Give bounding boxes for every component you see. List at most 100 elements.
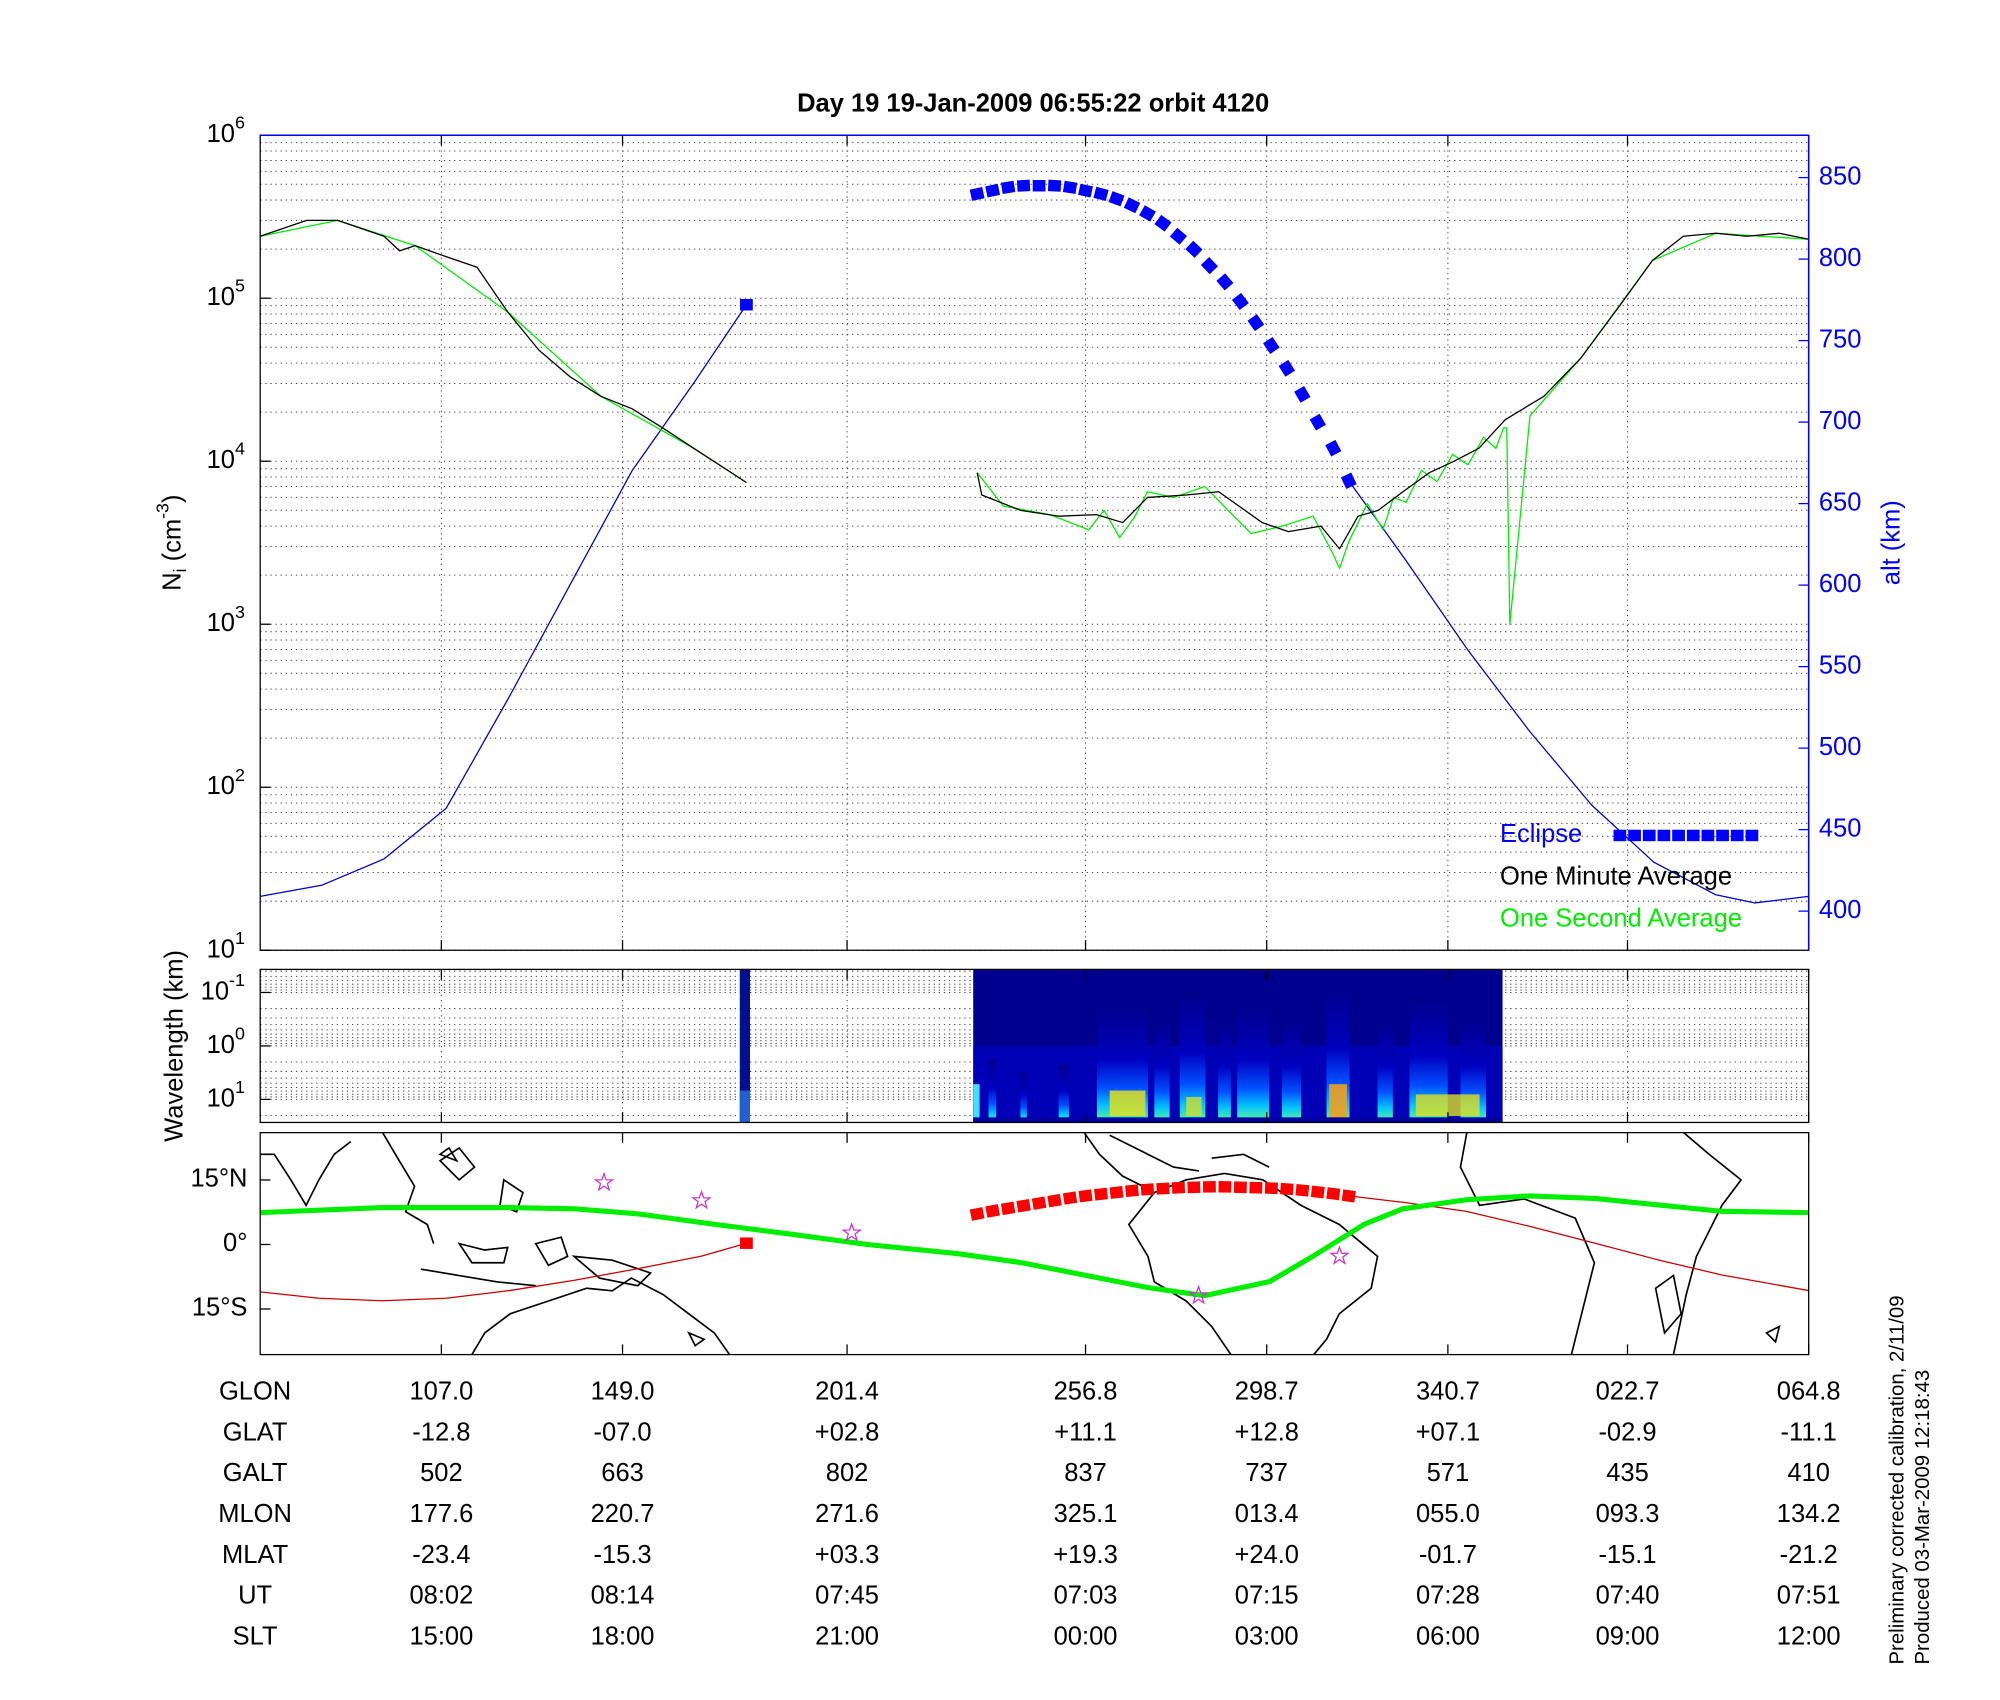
series-line: [260, 1193, 1809, 1299]
table-cell: 07:45: [815, 1582, 879, 1610]
y-tick-label: 15°S: [192, 1294, 248, 1322]
y-tick-label: 101: [207, 1077, 245, 1112]
eclipse-marker: [1325, 439, 1342, 457]
y-tick-label-exponent: 0: [235, 1023, 245, 1043]
legend-marker: [1701, 829, 1715, 842]
eclipse-marker: [1032, 179, 1046, 192]
legend-marker: [1628, 829, 1641, 842]
spectrogram-hotspot: [1186, 1096, 1202, 1117]
eclipse-marker: [1310, 1185, 1325, 1199]
eclipse-marker: [1062, 180, 1078, 195]
y-tick-label-exponent: 3: [235, 601, 245, 621]
spectrogram-hotspot: [1109, 1090, 1146, 1117]
eclipse-marker: [969, 186, 985, 201]
y-tick-label-base: 10: [207, 120, 235, 148]
legend-marker: [1657, 829, 1671, 842]
table-cell: -02.9: [1598, 1418, 1656, 1446]
table-cell: +11.1: [1054, 1418, 1117, 1446]
y-tick-label-exponent: 6: [235, 112, 245, 132]
eclipse-marker: [1309, 413, 1326, 431]
coastline: [1083, 1132, 1149, 1190]
table-cell: 435: [1606, 1459, 1649, 1487]
table-cell: 107.0: [409, 1378, 473, 1406]
y2-axis-label: alt (km): [1878, 500, 1906, 585]
y-tick-label-base: 10: [207, 935, 235, 963]
eclipse-marker: [1140, 1183, 1155, 1196]
table-cell: 093.3: [1596, 1500, 1660, 1528]
coastline: [420, 1268, 536, 1287]
coastline: [260, 1140, 352, 1208]
coastline: [1672, 1132, 1743, 1355]
table-cell: 837: [1064, 1459, 1107, 1487]
spectrogram-streak: [988, 1058, 997, 1123]
eclipse-marker: [1263, 336, 1280, 354]
spectrogram-block: [739, 1090, 750, 1123]
table-row-label: GALT: [223, 1459, 288, 1487]
table-cell: -23.4: [412, 1541, 470, 1569]
table-cell: 663: [601, 1459, 644, 1487]
eclipse-marker: [1169, 227, 1188, 245]
eclipse-marker: [1200, 257, 1218, 275]
star-marker: [1329, 1245, 1350, 1265]
table-cell: 571: [1427, 1459, 1470, 1487]
spectrogram: [739, 969, 1503, 1123]
y-tick-label-exponent: 5: [235, 275, 245, 295]
table-cell: 737: [1245, 1459, 1288, 1487]
coastline: [571, 1255, 653, 1287]
table-cell: 12:00: [1777, 1622, 1841, 1650]
coastline: [457, 1242, 509, 1264]
eclipse-marker: [1031, 1196, 1047, 1210]
coastline: [438, 1146, 476, 1181]
table-cell: 055.0: [1416, 1500, 1480, 1528]
y-tick-label-base: 10: [207, 772, 235, 800]
y-tick-label: 101: [207, 927, 245, 962]
coastline: [499, 1178, 524, 1213]
eclipse-marker: [1139, 205, 1156, 222]
spectrogram-streak: [1058, 1065, 1069, 1123]
table-cell: 177.6: [409, 1500, 473, 1528]
eclipse-marker: [740, 1237, 753, 1249]
eclipse-marker: [1249, 1181, 1263, 1194]
table-cell: +07.1: [1416, 1418, 1481, 1446]
y2-tick-label: 700: [1819, 407, 1862, 435]
table-cell: +19.3: [1053, 1541, 1118, 1569]
spectrogram-block: [973, 1117, 1503, 1123]
y-tick-label: 106: [207, 112, 245, 147]
y-tick-label: 0°: [223, 1229, 247, 1257]
y-tick-label: 104: [207, 438, 245, 473]
eclipse-marker: [1185, 240, 1203, 258]
coastline: [1211, 1153, 1270, 1168]
coastline: [534, 1236, 569, 1267]
table-row-label: GLON: [219, 1378, 291, 1406]
table-cell: 07:51: [1777, 1582, 1841, 1610]
star-marker: [593, 1171, 615, 1192]
eclipse-marker: [1340, 472, 1357, 490]
y-tick-label-exponent: 4: [235, 438, 245, 458]
series-line: [260, 304, 1809, 904]
spectrogram-streak: [1281, 1020, 1302, 1123]
eclipse-marker: [1047, 179, 1062, 192]
table-cell: +02.8: [815, 1418, 880, 1446]
eclipse-marker: [1108, 191, 1125, 207]
legend-marker: [1672, 829, 1685, 842]
eclipse-marker: [1326, 1187, 1341, 1201]
table-cell: 07:40: [1596, 1582, 1660, 1610]
y-axis-label-part: N: [158, 572, 186, 590]
table-row-label: GLAT: [223, 1418, 288, 1446]
legend-marker: [1642, 829, 1656, 842]
y-tick-label: 100: [207, 1023, 245, 1058]
spectrogram-streak: [1237, 1007, 1270, 1123]
y-axis-label-part: -3: [152, 503, 172, 519]
table-cell: +24.0: [1234, 1541, 1299, 1569]
eclipse-marker: [1016, 179, 1031, 192]
table-cell: 022.7: [1596, 1378, 1660, 1406]
table-cell: 201.4: [815, 1378, 879, 1406]
table-cell: 18:00: [591, 1622, 655, 1650]
coastline: [1127, 1172, 1379, 1355]
y-tick-label-base: 10: [207, 1084, 235, 1112]
legend-marker: [1686, 829, 1700, 842]
eclipse-marker: [1000, 1201, 1016, 1216]
series-line: [259, 219, 1809, 550]
table-cell: -21.2: [1780, 1541, 1838, 1569]
